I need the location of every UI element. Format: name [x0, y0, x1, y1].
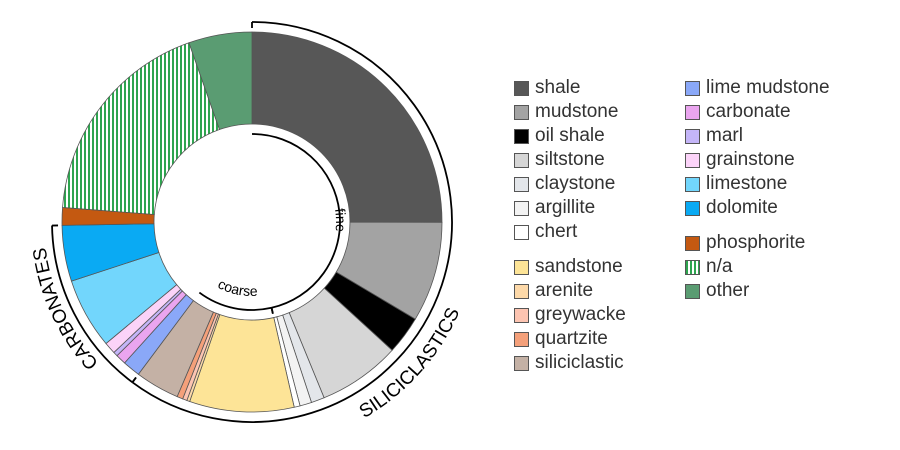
- fine-label: fine: [332, 207, 349, 232]
- legend-swatch-chert: [514, 224, 529, 240]
- legend-item-dolomite: dolomite: [685, 196, 830, 220]
- legend-item-greywacke: greywacke: [514, 303, 626, 327]
- legend-swatch-carbonate: [685, 104, 700, 120]
- slice-other: [188, 31, 253, 131]
- legend-swatch-oil-shale: [514, 128, 529, 144]
- legend-swatch-grainstone: [685, 152, 700, 168]
- legend-item-n-a: n/a: [685, 255, 830, 279]
- legend-swatch-shale: [514, 80, 529, 96]
- carbonates-bracket: [51, 225, 133, 384]
- legend-swatch-sandstone: [514, 259, 529, 275]
- coarse-bracket: [198, 291, 272, 311]
- legend-label-greywacke: greywacke: [535, 304, 626, 325]
- legend-swatch-other: [685, 283, 700, 299]
- legend-label-dolomite: dolomite: [706, 197, 778, 218]
- legend-label-claystone: claystone: [535, 173, 616, 194]
- legend-label-siltstone: siltstone: [535, 149, 605, 170]
- legend-swatch-mudstone: [514, 104, 529, 120]
- legend-swatch-greywacke: [514, 307, 529, 323]
- legend-label-sandstone: sandstone: [535, 256, 623, 277]
- legend-item-argillite: argillite: [514, 196, 626, 220]
- coarse-bracket-tick: [270, 307, 274, 314]
- legend-item-shale: shale: [514, 76, 626, 100]
- legend-swatch-dolomite: [685, 200, 700, 216]
- legend-item-phosphorite: phosphorite: [685, 231, 830, 255]
- carbonates-bracket-tick-start: [131, 376, 137, 383]
- legend-label-lime-mudstone: lime mudstone: [706, 77, 830, 98]
- slice-n-a: [62, 42, 220, 215]
- legend-swatch-quartzite: [514, 331, 529, 347]
- legend-item-lime-mudstone: lime mudstone: [685, 76, 830, 100]
- siliciclastics-bracket: [131, 21, 453, 423]
- donut-slices: [61, 31, 443, 413]
- legend-item-grainstone: grainstone: [685, 148, 830, 172]
- legend-item-carbonate: carbonate: [685, 100, 830, 124]
- slice-shale: [251, 31, 443, 223]
- legend-label-mudstone: mudstone: [535, 101, 619, 122]
- legend-item-limestone: limestone: [685, 172, 830, 196]
- legend-swatch-marl: [685, 128, 700, 144]
- legend-label-limestone: limestone: [706, 173, 788, 194]
- legend-column-2: lime mudstone carbonate marl grainstone lime…: [685, 76, 830, 303]
- coarse-label: coarse: [216, 276, 258, 300]
- legend-label-marl: marl: [706, 125, 743, 146]
- legend-label-carbonate: carbonate: [706, 101, 791, 122]
- legend-label-chert: chert: [535, 221, 578, 242]
- legend-swatch-arenite: [514, 283, 529, 299]
- legend-label-arenite: arenite: [535, 280, 594, 301]
- legend-label-siliciclastic: siliciclastic: [535, 352, 624, 373]
- legend-label-oil-shale: oil shale: [535, 125, 605, 146]
- legend-label-other: other: [706, 280, 750, 301]
- legend-label-shale: shale: [535, 77, 581, 98]
- legend-label-quartzite: quartzite: [535, 328, 608, 349]
- legend-item-mudstone: mudstone: [514, 100, 626, 124]
- legend-item-quartzite: quartzite: [514, 327, 626, 351]
- legend-label-argillite: argillite: [535, 197, 596, 218]
- legend-item-chert: chert: [514, 220, 626, 244]
- legend-item-marl: marl: [685, 124, 830, 148]
- legend-swatch-siliciclastic: [514, 355, 529, 371]
- legend-item-oil-shale: oil shale: [514, 124, 626, 148]
- legend-label-grainstone: grainstone: [706, 149, 795, 170]
- legend-item-arenite: arenite: [514, 279, 626, 303]
- group-brackets: [51, 21, 453, 423]
- legend-swatch-n-a: [685, 259, 700, 275]
- legend-swatch-lime-mudstone: [685, 80, 700, 96]
- legend-swatch-claystone: [514, 176, 529, 192]
- legend-item-siltstone: siltstone: [514, 148, 626, 172]
- legend-swatch-phosphorite: [685, 235, 700, 251]
- legend-column-1: shale mudstone oil shale siltstone claystone…: [514, 76, 626, 375]
- legend-item-siliciclastic: siliciclastic: [514, 351, 626, 375]
- legend-item-claystone: claystone: [514, 172, 626, 196]
- legend-item-other: other: [685, 279, 830, 303]
- legend-swatch-argillite: [514, 200, 529, 216]
- legend-swatch-limestone: [685, 176, 700, 192]
- legend-label-phosphorite: phosphorite: [706, 232, 806, 253]
- legend-item-sandstone: sandstone: [514, 255, 626, 279]
- legend-label-n-a: n/a: [706, 256, 733, 277]
- legend-swatch-siltstone: [514, 152, 529, 168]
- fine-bracket: [251, 133, 341, 309]
